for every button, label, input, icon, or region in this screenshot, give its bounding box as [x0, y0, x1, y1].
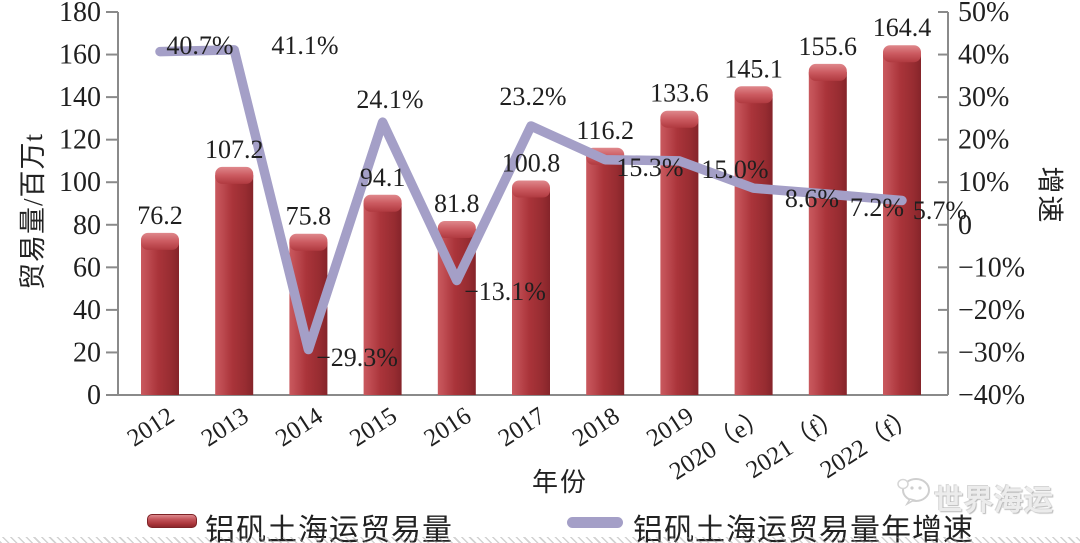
world-shipping-logo-icon — [897, 478, 930, 507]
bar-value-label: 133.6 — [650, 79, 709, 108]
bar-cap — [141, 232, 179, 250]
bar-value-label: 155.6 — [799, 32, 858, 61]
bar-cap — [808, 63, 847, 81]
bar-cap — [660, 110, 699, 128]
x-axis-category-label: 2017 — [494, 402, 551, 452]
left-axis-tick-label: 20 — [73, 337, 101, 368]
line-value-label: 5.7% — [913, 196, 967, 225]
bar-value-label: 164.4 — [873, 13, 932, 42]
left-axis-tick-label: 60 — [73, 252, 101, 283]
left-axis-tick-label: 120 — [59, 125, 101, 156]
bar-cap — [437, 220, 476, 238]
left-axis-tick-label: 180 — [59, 0, 101, 28]
bar-cap — [363, 194, 402, 212]
bar-body — [141, 240, 179, 395]
bar-body — [734, 94, 773, 395]
bar-value-label: 94.1 — [360, 163, 406, 192]
bar-body — [512, 188, 550, 395]
right-axis-tick-label: 0 — [958, 210, 972, 241]
bar-body — [586, 155, 625, 395]
bar-value-label: 75.8 — [286, 202, 332, 231]
growth-line — [155, 45, 907, 355]
bar-body — [363, 202, 402, 395]
bar-value-label: 76.2 — [137, 201, 183, 230]
x-axis-category-label: 2014 — [271, 402, 328, 452]
left-axis-tick-label: 0 — [87, 380, 101, 411]
bar-value-label: 100.8 — [502, 149, 561, 178]
watermark-text: 世界海运 — [934, 485, 1055, 517]
bar-value-label: 116.2 — [576, 116, 634, 145]
right-axis-tick-label: 10% — [958, 167, 1009, 198]
bar-cap — [734, 86, 773, 104]
line-value-label: 41.1% — [271, 31, 338, 60]
right-axis-tick-label: 20% — [958, 125, 1009, 156]
x-axis-category-label: 2013 — [197, 402, 254, 452]
line-value-label: −13.1% — [464, 277, 546, 306]
legend-line-swatch — [567, 517, 623, 528]
x-axis-category-label: 2016 — [419, 402, 476, 452]
legend-bar-swatch — [147, 514, 197, 528]
right-axis-tick-label: −40% — [958, 380, 1025, 411]
line-value-label: 24.1% — [356, 85, 423, 114]
bar-body — [808, 71, 847, 395]
bar-cap — [215, 166, 254, 184]
bar-value-label: 81.8 — [434, 189, 480, 218]
bar-body — [883, 53, 921, 396]
bar-cap — [512, 180, 550, 198]
left-axis-tick-label: 100 — [59, 167, 101, 198]
right-axis-tick-label: 40% — [958, 40, 1009, 71]
bar-cap — [883, 45, 921, 63]
bottom-stripe-divider — [0, 537, 1080, 543]
bar-value-label: 145.1 — [724, 54, 783, 83]
right-axis-tick-label: −30% — [958, 337, 1025, 368]
left-axis-tick-label: 80 — [73, 210, 101, 241]
line-value-label: 8.6% — [785, 184, 839, 213]
line-value-label: 7.2% — [850, 193, 904, 222]
legend-bar-label: 铝矾土海运贸易量 — [205, 514, 453, 543]
left-axis-tick-label: 40 — [73, 295, 101, 326]
x-axis-category-label: 2015 — [345, 402, 402, 452]
line-value-label: 15.0% — [701, 155, 768, 184]
left-axis-tick-label: 160 — [59, 40, 101, 71]
legend-line-label: 铝矾土海运贸易量年增速 — [633, 514, 974, 543]
right-axis-tick-label: 50% — [958, 0, 1009, 28]
x-axis-title: 年份 — [531, 468, 589, 497]
plot-svg: 0 20 40 60 80 100 120 140 160 180 −40% −30% −20% −10%… — [59, 0, 1025, 486]
bar-value-label: 107.2 — [205, 135, 264, 164]
right-axis-tick-label: 30% — [958, 82, 1009, 113]
bar-cap — [289, 233, 328, 251]
x-axis-category-label: 2018 — [568, 402, 625, 452]
line-value-label: −29.3% — [316, 343, 398, 372]
right-axis-tick-label: −20% — [958, 295, 1025, 326]
x-axis-category-label: 2012 — [123, 402, 180, 452]
right-axis-tick-label: −10% — [958, 252, 1025, 283]
line-value-label: 15.3% — [616, 153, 683, 182]
left-axis-tick-label: 140 — [59, 82, 101, 113]
bar-body — [215, 174, 254, 395]
line-value-label: 23.2% — [499, 82, 566, 111]
line-value-label: 40.7% — [166, 31, 233, 60]
left-axis-title: 贸易量/百万t — [18, 133, 48, 291]
x-axis-category-label: 2019 — [642, 402, 699, 452]
right-axis-title: 增速 — [1034, 166, 1065, 225]
